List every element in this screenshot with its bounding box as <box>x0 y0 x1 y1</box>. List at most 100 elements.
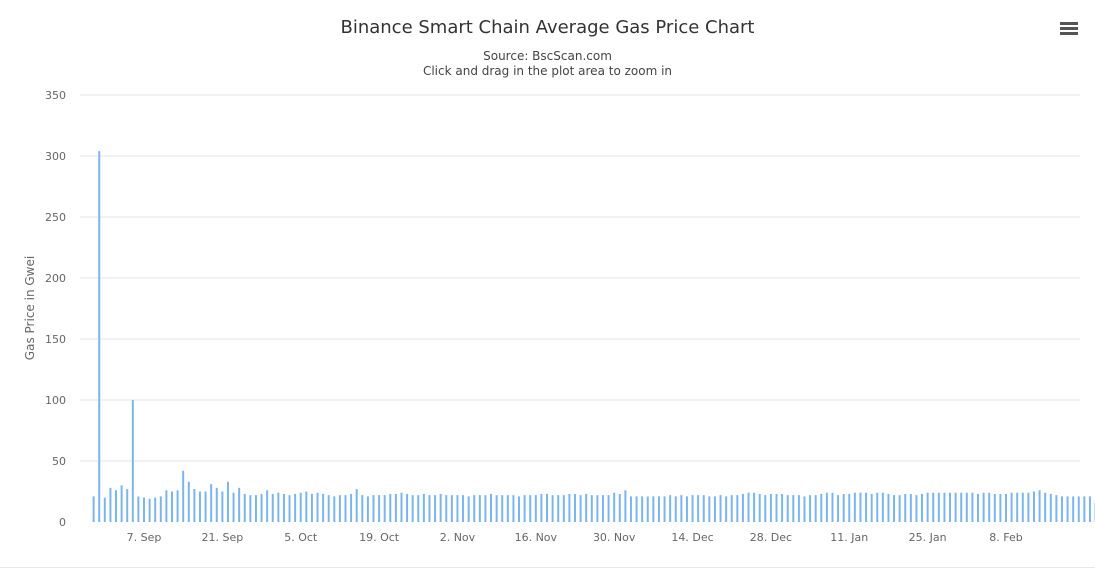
bar[interactable] <box>148 498 151 522</box>
bar[interactable] <box>898 495 901 522</box>
bar[interactable] <box>652 496 655 522</box>
bar[interactable] <box>350 493 353 522</box>
bar[interactable] <box>557 495 560 522</box>
bar[interactable] <box>450 495 453 522</box>
bar[interactable] <box>1044 492 1047 522</box>
bar[interactable] <box>109 487 112 522</box>
bar[interactable] <box>473 495 476 522</box>
bar[interactable] <box>187 481 190 522</box>
bar[interactable] <box>568 493 571 522</box>
bar[interactable] <box>143 497 145 522</box>
bar[interactable] <box>641 496 644 522</box>
bar[interactable] <box>271 493 274 522</box>
bar[interactable] <box>322 493 325 522</box>
bar[interactable] <box>579 495 582 522</box>
bar[interactable] <box>120 485 123 522</box>
bar[interactable] <box>462 495 465 522</box>
bar[interactable] <box>960 492 963 522</box>
bar[interactable] <box>887 493 890 522</box>
bar[interactable] <box>338 495 341 522</box>
bar[interactable] <box>137 496 140 522</box>
bar[interactable] <box>529 495 532 522</box>
bar[interactable] <box>601 495 604 522</box>
bar[interactable] <box>193 489 196 522</box>
bar[interactable] <box>713 496 716 522</box>
bar[interactable] <box>685 496 688 522</box>
bar[interactable] <box>154 497 157 522</box>
bar[interactable] <box>490 493 493 522</box>
bar[interactable] <box>282 493 285 522</box>
bar[interactable] <box>909 493 912 522</box>
bar[interactable] <box>131 400 134 522</box>
bar[interactable] <box>506 495 509 522</box>
bar[interactable] <box>159 496 162 522</box>
bar[interactable] <box>663 496 666 522</box>
bar[interactable] <box>596 495 599 522</box>
bar[interactable] <box>1066 496 1069 522</box>
bar[interactable] <box>243 493 246 522</box>
bar[interactable] <box>870 493 873 522</box>
bar[interactable] <box>775 493 778 522</box>
bar[interactable] <box>629 496 632 522</box>
bar[interactable] <box>198 491 201 523</box>
bar[interactable] <box>411 495 414 522</box>
bar[interactable] <box>741 493 744 522</box>
bar[interactable] <box>585 493 588 522</box>
bar[interactable] <box>1055 495 1058 522</box>
bar[interactable] <box>607 495 610 522</box>
bar[interactable] <box>182 470 185 522</box>
bar[interactable] <box>1010 492 1013 522</box>
bar[interactable] <box>249 495 252 522</box>
bar[interactable] <box>361 495 364 522</box>
bar[interactable] <box>702 495 705 522</box>
bar[interactable] <box>523 495 526 522</box>
bar[interactable] <box>1049 493 1052 522</box>
bar[interactable] <box>534 495 537 522</box>
bar[interactable] <box>697 495 700 522</box>
bar[interactable] <box>904 493 907 522</box>
bar[interactable] <box>288 495 291 522</box>
bar[interactable] <box>1016 492 1019 522</box>
bar[interactable] <box>305 491 308 523</box>
bar[interactable] <box>865 492 868 522</box>
bar[interactable] <box>708 496 711 522</box>
bar[interactable] <box>1027 492 1030 522</box>
bar[interactable] <box>327 495 330 522</box>
bar[interactable] <box>333 496 336 522</box>
bar[interactable] <box>165 490 168 522</box>
bar[interactable] <box>1077 496 1080 522</box>
bar[interactable] <box>837 495 840 522</box>
bar[interactable] <box>753 492 756 522</box>
bar[interactable] <box>316 492 319 522</box>
bar[interactable] <box>406 493 409 522</box>
bar[interactable] <box>786 495 789 522</box>
bar[interactable] <box>932 492 935 522</box>
bar[interactable] <box>232 492 235 522</box>
bar[interactable] <box>417 495 420 522</box>
bar[interactable] <box>540 493 543 522</box>
bar[interactable] <box>551 495 554 522</box>
bar[interactable] <box>725 496 728 522</box>
bar[interactable] <box>422 493 425 522</box>
bar[interactable] <box>210 484 213 522</box>
bar[interactable] <box>456 495 459 522</box>
bar[interactable] <box>1060 496 1063 522</box>
bar[interactable] <box>691 495 694 522</box>
bar[interactable] <box>495 495 498 522</box>
bar[interactable] <box>266 490 269 522</box>
bar[interactable] <box>977 493 980 522</box>
bar[interactable] <box>215 487 218 522</box>
bar[interactable] <box>478 495 481 522</box>
bar[interactable] <box>792 495 795 522</box>
bar[interactable] <box>764 495 767 522</box>
bar[interactable] <box>546 493 549 522</box>
bar[interactable] <box>254 495 257 522</box>
bar[interactable] <box>434 495 437 522</box>
bar[interactable] <box>1032 491 1035 523</box>
bar[interactable] <box>518 496 521 522</box>
bar[interactable] <box>366 496 369 522</box>
bar[interactable] <box>943 492 946 522</box>
bar[interactable] <box>719 495 722 522</box>
bar[interactable] <box>921 493 924 522</box>
